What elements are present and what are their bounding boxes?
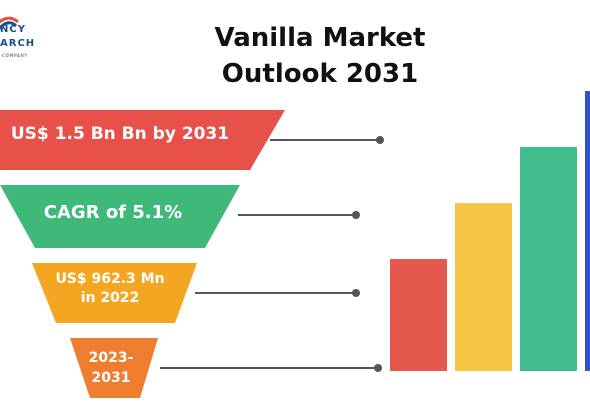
funnel-label-3-line-2: in 2022 [80,290,140,306]
company-logo: NCY ARCH COMPANY [0,8,52,80]
bar-4 [585,91,590,371]
funnel-label-3: US$ 962.3 Mn in 2022 [40,270,180,308]
logo-text-line-1: NCY [0,24,26,35]
funnel-level-1 [0,110,285,170]
funnel-label-4-line-1: 2023- [88,350,134,366]
title-line-2: Outlook 2031 [221,59,419,89]
funnel-level-4 [70,338,158,398]
funnel-label-4-line-2: 2031 [91,370,131,386]
funnel-label-2: CAGR of 5.1% [43,202,183,223]
logo-text-line-3: COMPANY [2,53,28,58]
funnel-label-1: US$ 1.5 Bn Bn by 2031 [10,124,230,144]
funnel-level-3 [32,263,197,323]
connector-dot-1 [376,136,384,144]
bar-3 [520,147,577,371]
connector-dot-3 [352,289,360,297]
connector-dot-4 [374,364,382,372]
bar-1 [390,259,447,371]
funnel-label-3-line-1: US$ 962.3 Mn [55,271,165,287]
logo-mark-icon [0,16,19,31]
title-line-1: Vanilla Market [214,23,426,53]
bar-2 [455,203,512,371]
connector-dot-2 [352,211,360,219]
bar-graphic [390,91,590,371]
funnel-level-2 [0,185,240,248]
logo-text-line-2: ARCH [0,38,36,49]
page-title: Vanilla Market Outlook 2031 [190,20,450,92]
funnel-label-4: 2023- 2031 [70,348,152,388]
